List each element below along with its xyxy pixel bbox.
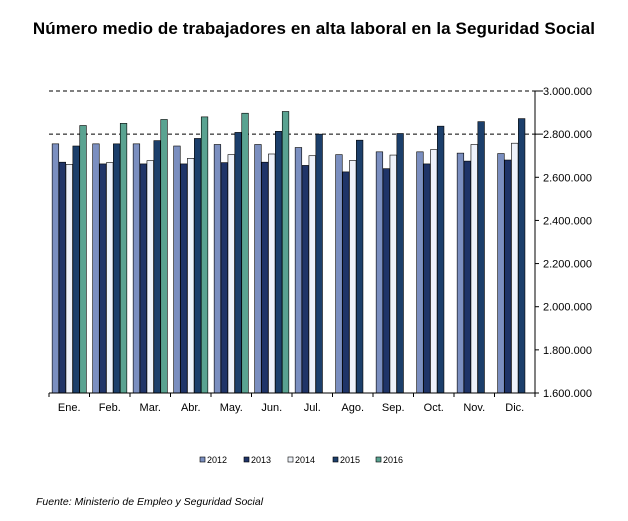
bar-2014-11 [470,144,478,394]
bar-2015-6 [275,131,283,394]
bar-2012-12 [497,153,505,394]
x-tick-label: Jul. [304,402,321,414]
legend-swatch-2014 [287,456,294,463]
bar-2012-5 [213,144,222,394]
bar-2015-7 [315,133,323,394]
legend-swatch-2015 [332,456,339,463]
bar-2012-8 [335,154,343,394]
bar-2014-9 [389,154,397,394]
bar-2014-8 [349,160,357,394]
y-tick-label: 2.000.000 [543,302,592,314]
bar-2012-10 [416,151,424,394]
x-tick-label: Sep. [382,402,405,414]
bar-2015-5 [234,132,242,394]
bar-2014-7 [308,155,316,394]
bar-2013-5 [220,162,228,394]
legend: 2012 2013 2014 2015 2016 [199,455,403,465]
bar-2014-1 [65,164,73,394]
bar-2013-4 [180,163,188,394]
bar-2014-12 [511,142,519,394]
bar-2013-9 [382,168,390,394]
bar-2013-7 [301,165,309,394]
y-tick-label: 1.600.000 [543,388,592,400]
bar-2015-8 [356,139,364,394]
x-tick-label: Jun. [261,402,282,414]
legend-label-2012: 2012 [207,455,227,465]
bar-2012-3 [132,143,141,394]
bar-2015-4 [194,138,202,394]
bar-2014-2 [106,162,114,394]
bar-2013-6 [261,161,269,394]
legend-label-2014: 2014 [295,455,315,465]
y-tick-label: 2.800.000 [543,129,592,141]
gridlines [49,90,543,135]
bar-2013-3 [139,163,147,394]
legend-swatch-2016 [375,456,382,463]
bar-2013-11 [463,160,471,394]
y-tick-label: 1.800.000 [543,345,592,357]
bar-2015-2 [113,143,121,394]
x-tick-labels: Ene. Feb. Mar. Abr. May. Jun. Jul. Ago. Sep. Oct.… [58,402,524,414]
bar-2012-1 [51,143,60,394]
bar-2013-1 [58,161,66,394]
legend-swatch-2012 [199,456,206,463]
bar-2014-4 [187,158,195,394]
x-tick-label: Abr. [181,402,201,414]
legend-swatch-2013 [243,456,250,463]
x-tick-label: Ene. [58,402,81,414]
bar-2012-6 [254,144,262,394]
x-tick-label: Oct. [424,402,444,414]
legend-label-2013: 2013 [251,455,271,465]
bar-2015-9 [396,133,404,394]
bar-2016-4 [200,116,209,394]
bar-2016-3 [160,119,168,394]
bar-2012-4 [173,145,181,394]
bar-2013-2 [99,163,107,394]
y-tick-label: 2.400.000 [543,215,592,227]
legend-label-2015: 2015 [340,455,360,465]
bar-2015-12 [518,118,526,394]
x-tick-label: Feb. [99,402,121,414]
y-tick-labels: 1.600.000 1.800.000 2.000.000 2.200.000 2.40… [543,86,592,400]
bar-2014-6 [268,153,276,394]
bar-2016-6 [281,111,290,394]
legend-label-2016: 2016 [383,455,403,465]
bars [51,111,526,394]
x-tick-label: Nov. [463,402,485,414]
y-tick-label: 2.600.000 [543,172,592,184]
x-tick-label: Dic. [505,402,524,414]
bar-2014-10 [430,149,438,394]
x-tick-label: Ago. [341,402,364,414]
source-note: Fuente: Ministerio de Empleo y Seguridad… [36,496,264,508]
chart-title: Número medio de trabajadores en alta lab… [32,19,596,38]
bar-2015-11 [477,121,485,394]
bar-2014-5 [227,154,235,394]
bar-2016-2 [119,123,128,394]
bar-2012-9 [375,151,384,394]
axes [48,90,539,397]
bar-2013-10 [423,163,431,394]
bar-2013-8 [342,171,350,394]
bar-2014-3 [146,160,154,394]
bar-2016-5 [241,112,249,394]
bar-2015-3 [153,140,161,394]
bar-2016-1 [79,125,87,394]
bar-2012-7 [294,147,303,394]
x-tick-label: May. [220,402,243,414]
bar-2013-12 [504,159,512,394]
y-tick-label: 2.200.000 [543,259,592,271]
y-tick-label: 3.000.000 [543,86,592,98]
bar-2015-10 [437,125,445,394]
bar-2012-11 [456,152,465,394]
x-tick-label: Mar. [140,402,161,414]
bar-2012-2 [92,143,100,394]
bar-2015-1 [72,145,80,394]
